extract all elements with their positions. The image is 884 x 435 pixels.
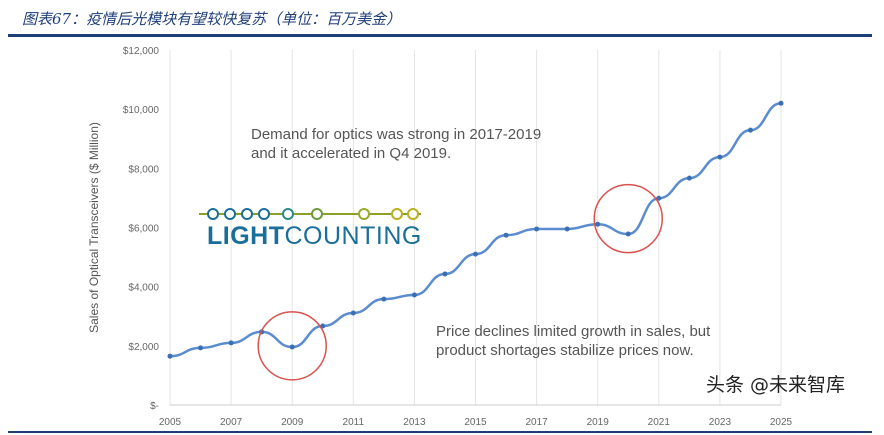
- data-point: [778, 100, 784, 106]
- data-point: [717, 154, 723, 160]
- x-tick-label: 2007: [220, 417, 243, 428]
- y-tick-label: $8,000: [128, 164, 159, 175]
- x-tick-label: 2013: [403, 417, 426, 428]
- annotation-line: Price declines limited growth in sales, …: [436, 323, 711, 340]
- annotation-line: Demand for optics was strong in 2017-201…: [251, 126, 542, 143]
- logo-text: COUNTING: [284, 222, 422, 250]
- data-point: [564, 226, 570, 232]
- data-point: [656, 195, 662, 201]
- annotation-line: and it accelerated in Q4 2019.: [251, 145, 452, 162]
- x-tick-label: 2009: [281, 417, 304, 428]
- data-point: [198, 345, 204, 351]
- y-tick-label: $6,000: [128, 224, 159, 235]
- data-point: [228, 340, 234, 346]
- data-point: [686, 175, 692, 181]
- data-point: [350, 310, 356, 316]
- y-tick-label: $-: [150, 401, 159, 412]
- x-tick-label: 2021: [648, 417, 671, 428]
- y-tick-label: $2,000: [128, 342, 159, 353]
- data-point: [442, 271, 448, 277]
- annotation-line: product shortages stabilize prices now.: [436, 342, 694, 359]
- y-tick-label: $12,000: [123, 46, 160, 57]
- data-point: [534, 226, 540, 232]
- x-tick-label: 2005: [159, 417, 182, 428]
- highlight-circle: [257, 311, 327, 381]
- bottom-divider: [8, 431, 872, 433]
- x-tick-label: 2011: [343, 417, 365, 428]
- data-point: [473, 251, 478, 257]
- figure-title: 图表67：疫情后光模块有望较快复苏（单位：百万美金）: [22, 10, 402, 28]
- data-point: [595, 221, 601, 227]
- y-tick-label: $4,000: [128, 283, 159, 294]
- data-point: [167, 353, 173, 359]
- x-tick-label: 2017: [525, 417, 548, 428]
- x-tick-label: 2015: [464, 417, 487, 428]
- x-tick-label: 2023: [709, 417, 732, 428]
- y-tick-label: $10,000: [123, 105, 160, 116]
- x-tick-label: 2019: [587, 417, 610, 428]
- title-divider: [8, 34, 872, 37]
- data-point: [289, 344, 295, 350]
- x-tick-label: 2025: [770, 417, 793, 428]
- data-point: [381, 296, 387, 302]
- data-point: [411, 292, 417, 298]
- logo-text: LIGHT: [207, 222, 285, 250]
- annotation-price: Price declines limited growth in sales, …: [436, 322, 710, 360]
- data-point: [747, 127, 753, 133]
- watermark: 头条 @未来智库: [706, 374, 846, 396]
- data-point: [503, 232, 509, 238]
- data-point: [625, 231, 631, 237]
- logo-dots: [199, 208, 421, 220]
- lightcounting-logo: LIGHTCOUNTING: [199, 208, 422, 251]
- highlight-circle: [593, 183, 663, 254]
- y-axis-label: Sales of Optical Transceivers ($ Million…: [87, 122, 101, 333]
- annotation-demand: Demand for optics was strong in 2017-201…: [251, 125, 541, 163]
